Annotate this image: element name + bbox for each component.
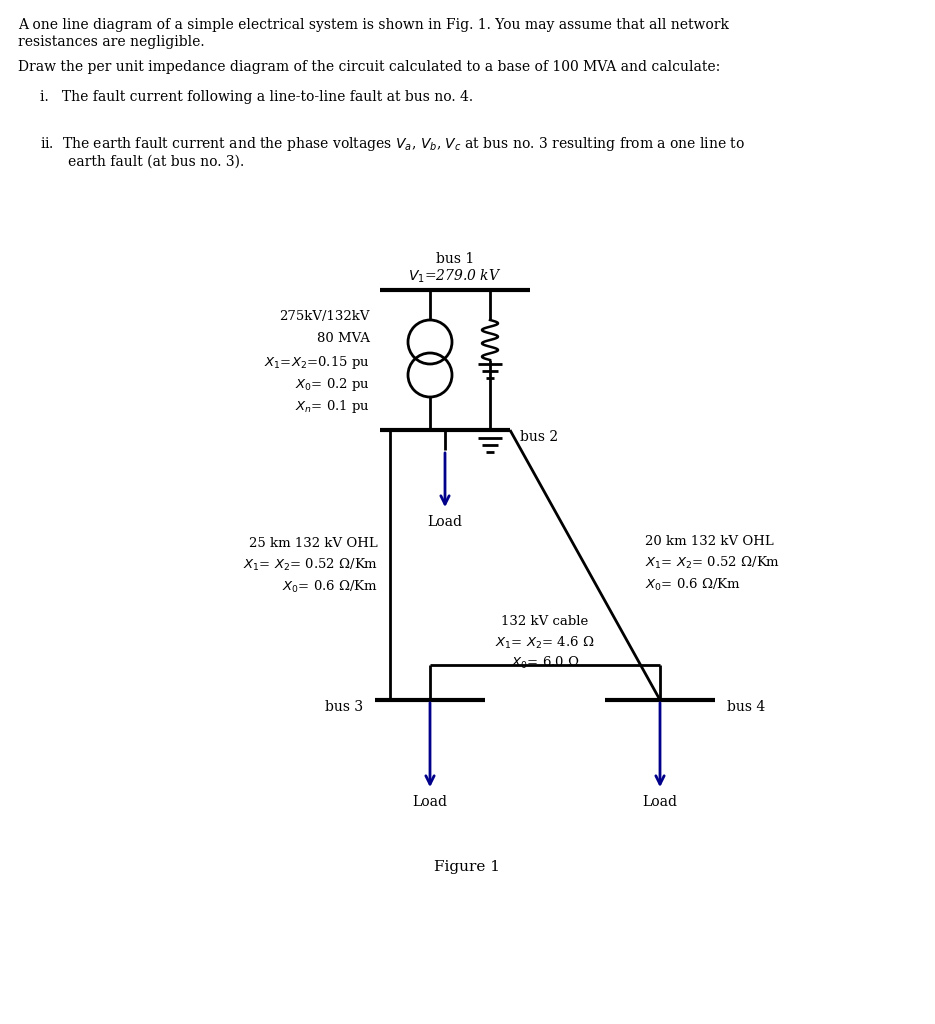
Text: resistances are negligible.: resistances are negligible. [18,35,205,49]
Text: bus 4: bus 4 [727,700,765,714]
Text: 20 km 132 kV OHL: 20 km 132 kV OHL [645,535,774,548]
Text: earth fault (at bus no. 3).: earth fault (at bus no. 3). [68,155,244,169]
Text: $V_1$=279.0 kV: $V_1$=279.0 kV [409,268,502,286]
Text: $X_0$= 6.0 Ω: $X_0$= 6.0 Ω [511,655,580,671]
Text: $X_0$= 0.6 Ω/Km: $X_0$= 0.6 Ω/Km [282,579,378,595]
Text: $X_0$= 0.2 pu: $X_0$= 0.2 pu [295,376,370,393]
Text: Load: Load [427,515,463,529]
Text: $X_0$= 0.6 Ω/Km: $X_0$= 0.6 Ω/Km [645,577,741,593]
Text: bus 2: bus 2 [520,430,558,444]
Text: $X_1$=$X_2$=0.15 pu: $X_1$=$X_2$=0.15 pu [265,354,370,371]
Text: 132 kV cable: 132 kV cable [501,615,589,628]
Text: bus 3: bus 3 [324,700,363,714]
Text: $X_1$= $X_2$= 0.52 Ω/Km: $X_1$= $X_2$= 0.52 Ω/Km [645,555,780,571]
Text: $X_n$= 0.1 pu: $X_n$= 0.1 pu [295,398,370,415]
Text: 275kV/132kV: 275kV/132kV [280,310,370,323]
Text: $X_1$= $X_2$= 4.6 Ω: $X_1$= $X_2$= 4.6 Ω [496,635,595,651]
Text: Draw the per unit impedance diagram of the circuit calculated to a base of 100 M: Draw the per unit impedance diagram of t… [18,60,720,74]
Text: Load: Load [642,795,678,809]
Text: Load: Load [412,795,448,809]
Text: 25 km 132 kV OHL: 25 km 132 kV OHL [250,537,378,550]
Text: $X_1$= $X_2$= 0.52 Ω/Km: $X_1$= $X_2$= 0.52 Ω/Km [243,557,378,573]
Text: i.   The fault current following a line-to-line fault at bus no. 4.: i. The fault current following a line-to… [40,90,473,104]
Text: Figure 1: Figure 1 [434,860,500,874]
Text: bus 1: bus 1 [436,252,474,266]
Text: 80 MVA: 80 MVA [317,332,370,345]
Text: A one line diagram of a simple electrical system is shown in Fig. 1. You may ass: A one line diagram of a simple electrica… [18,18,729,32]
Text: ii.  The earth fault current and the phase voltages $V_a$, $V_b$, $V_c$ at bus n: ii. The earth fault current and the phas… [40,135,745,153]
